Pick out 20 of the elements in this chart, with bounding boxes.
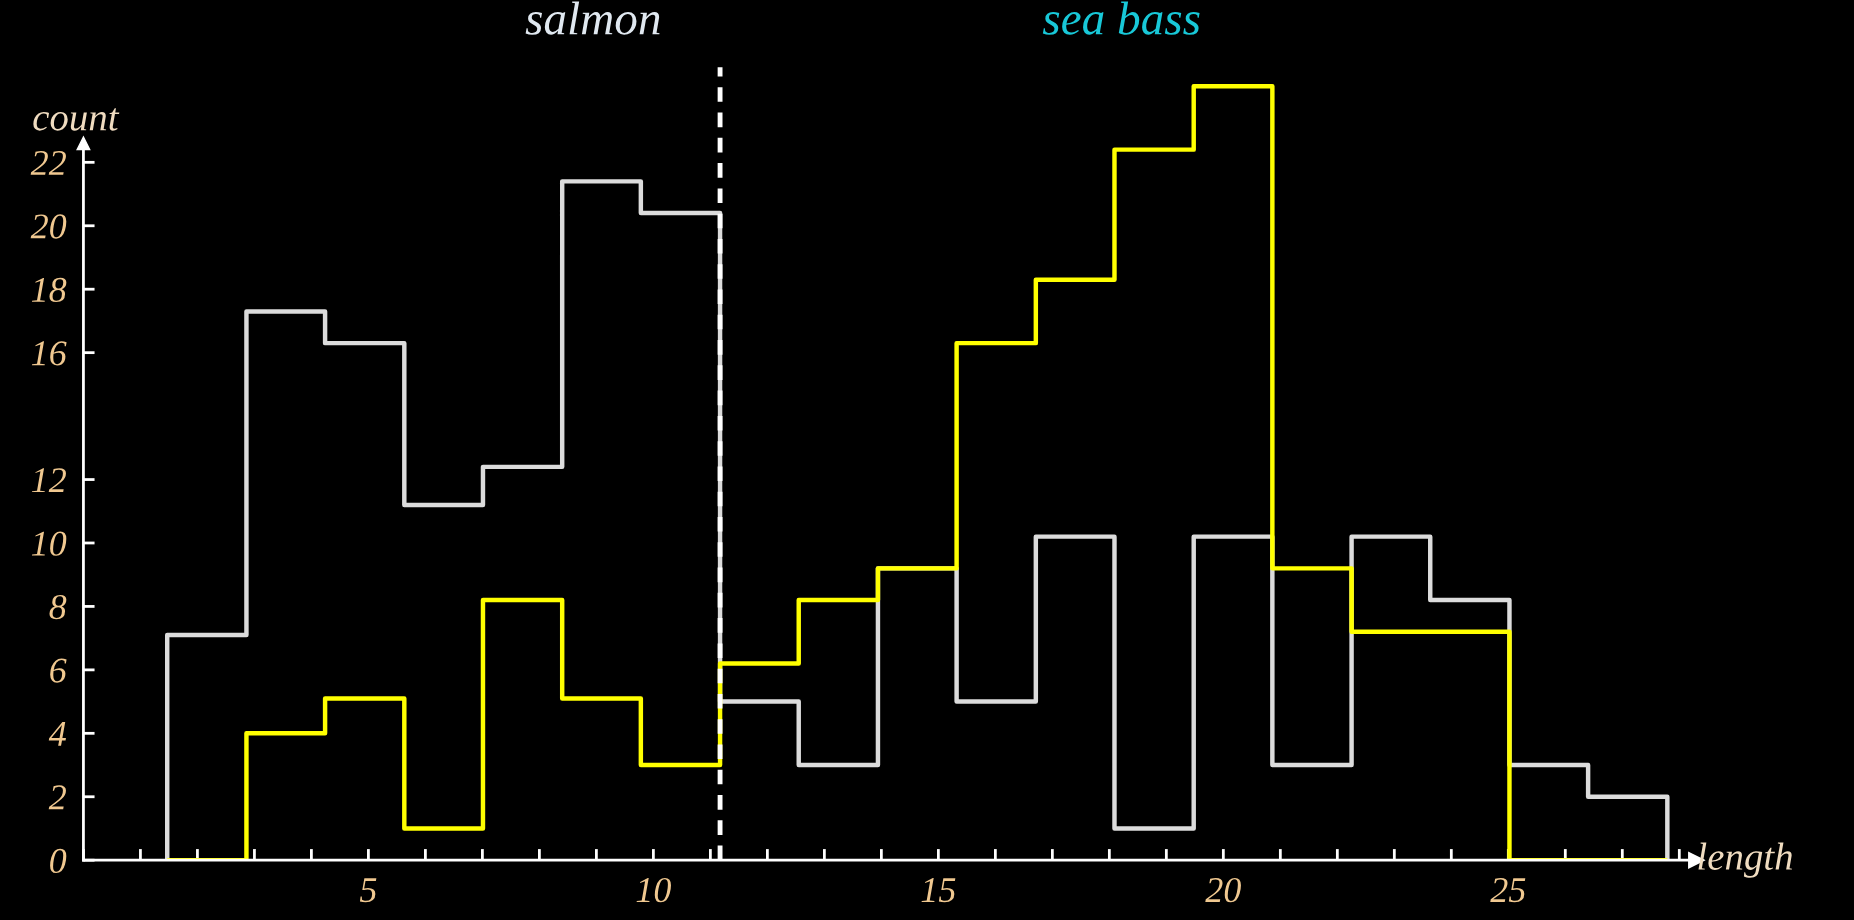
y-tick-label: 12 bbox=[31, 468, 66, 493]
x-tick-label: 25 bbox=[1490, 878, 1526, 903]
y-tick-label: 22 bbox=[30, 150, 66, 175]
y-tick-label: 18 bbox=[31, 277, 67, 303]
y-tick-label: 10 bbox=[31, 531, 67, 556]
y-axis-title: count bbox=[33, 108, 120, 131]
y-tick-label: 2 bbox=[48, 785, 66, 810]
y-tick-label: 20 bbox=[30, 214, 67, 239]
y-tick-label: 8 bbox=[49, 594, 67, 620]
x-tick-label: 10 bbox=[636, 877, 671, 903]
x-tick-label: 15 bbox=[921, 878, 956, 903]
text: salmon bbox=[525, 1, 660, 35]
y-tick-label: 16 bbox=[31, 341, 67, 366]
x-tick-label: 5 bbox=[359, 878, 377, 903]
y-tick-label: 0 bbox=[50, 848, 67, 874]
x-axis-title: length bbox=[1698, 842, 1792, 878]
y-tick-label: 4 bbox=[48, 722, 66, 746]
y-tick-label: 6 bbox=[50, 658, 67, 683]
x-tick-label: 20 bbox=[1205, 877, 1241, 903]
text: sea bass bbox=[1042, 1, 1200, 35]
